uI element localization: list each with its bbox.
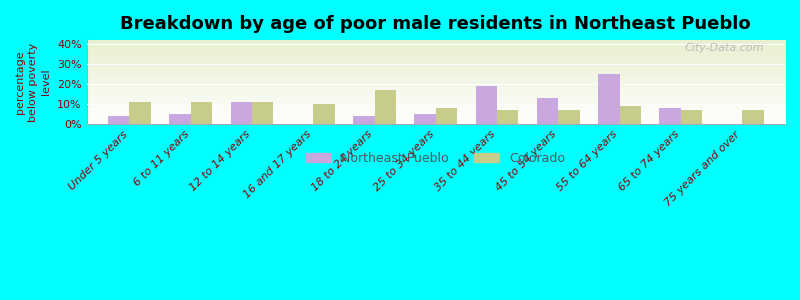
Bar: [374, 90, 396, 124]
Bar: [476, 86, 497, 124]
Bar: [537, 98, 558, 124]
Bar: [558, 110, 580, 124]
Bar: [659, 108, 681, 124]
Legend: Northeast Pueblo, Colorado: Northeast Pueblo, Colorado: [302, 147, 570, 170]
Bar: [314, 104, 334, 124]
Bar: [108, 116, 130, 124]
Bar: [497, 110, 518, 124]
Bar: [230, 102, 252, 124]
Bar: [190, 102, 212, 124]
Bar: [130, 102, 151, 124]
Bar: [742, 110, 763, 124]
Bar: [681, 110, 702, 124]
Y-axis label: percentage
below poverty
level: percentage below poverty level: [15, 42, 51, 122]
Bar: [598, 74, 619, 124]
Bar: [170, 114, 190, 124]
Bar: [619, 106, 641, 124]
Bar: [353, 116, 374, 124]
Text: City-Data.com: City-Data.com: [685, 43, 764, 52]
Bar: [414, 114, 436, 124]
Bar: [436, 108, 458, 124]
Bar: [252, 102, 274, 124]
Title: Breakdown by age of poor male residents in Northeast Pueblo: Breakdown by age of poor male residents …: [121, 15, 751, 33]
